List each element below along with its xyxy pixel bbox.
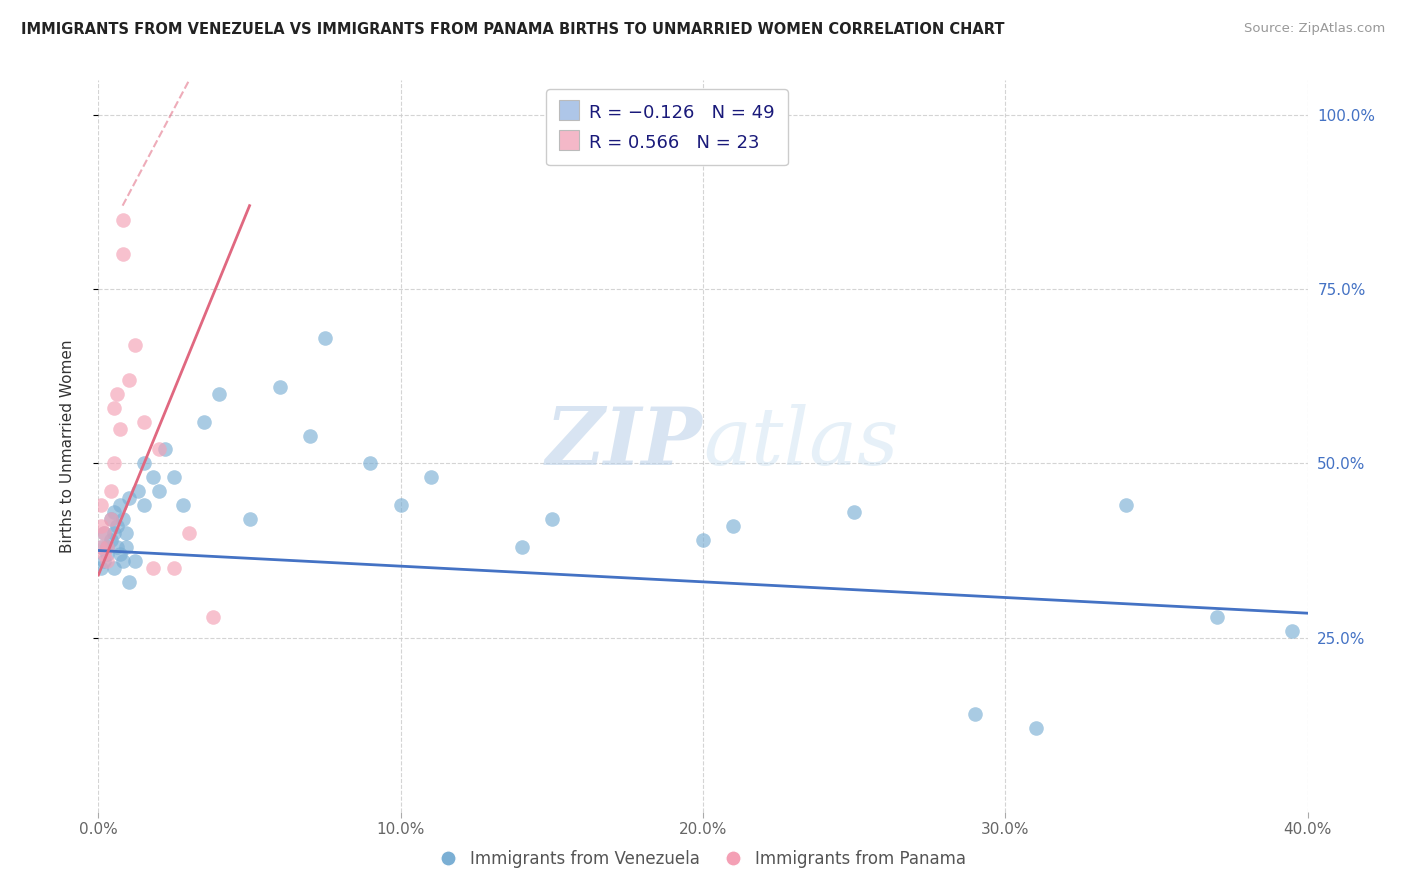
Point [100, 484, 122, 499]
Point [93, 526, 115, 541]
Point [111, 212, 134, 227]
Point [510, 540, 533, 554]
Point [132, 457, 155, 471]
Point [193, 415, 215, 429]
Point [118, 574, 141, 589]
Point [93, 554, 115, 568]
Point [90, 519, 112, 533]
Point [108, 421, 131, 435]
Legend: Immigrants from Venezuela, Immigrants from Panama: Immigrants from Venezuela, Immigrants fr… [433, 844, 973, 875]
Point [208, 386, 231, 401]
Point [127, 484, 149, 499]
Point [103, 457, 125, 471]
Y-axis label: Births to Unmarried Women: Births to Unmarried Women [60, 339, 75, 553]
Text: atlas: atlas [703, 403, 898, 481]
Point [163, 470, 186, 484]
Point [108, 547, 131, 561]
Point [118, 491, 141, 506]
Point [132, 498, 155, 512]
Point [420, 470, 443, 484]
Point [100, 512, 122, 526]
Point [105, 386, 128, 401]
Point [93, 547, 115, 561]
Point [965, 707, 987, 722]
Point [132, 415, 155, 429]
Text: ZIP: ZIP [546, 403, 703, 481]
Point [723, 519, 745, 533]
Point [111, 512, 134, 526]
Point [100, 512, 122, 526]
Point [90, 561, 112, 575]
Point [105, 540, 128, 554]
Point [692, 533, 714, 547]
Point [111, 554, 134, 568]
Point [153, 442, 176, 457]
Point [202, 609, 225, 624]
Point [96, 547, 118, 561]
Point [299, 428, 322, 442]
Text: IMMIGRANTS FROM VENEZUELA VS IMMIGRANTS FROM PANAMA BIRTHS TO UNMARRIED WOMEN CO: IMMIGRANTS FROM VENEZUELA VS IMMIGRANTS … [21, 22, 1005, 37]
Point [103, 505, 125, 519]
Point [148, 442, 170, 457]
Point [103, 401, 125, 415]
Point [96, 540, 118, 554]
Point [124, 554, 146, 568]
Point [142, 561, 165, 575]
Point [1024, 721, 1046, 735]
Point [90, 540, 112, 554]
Point [105, 519, 128, 533]
Point [172, 498, 194, 512]
Point [103, 526, 125, 541]
Point [1206, 609, 1229, 624]
Point [114, 526, 136, 541]
Point [1115, 498, 1137, 512]
Point [540, 512, 562, 526]
Point [389, 498, 412, 512]
Point [108, 498, 131, 512]
Point [844, 505, 866, 519]
Point [96, 540, 118, 554]
Text: Source: ZipAtlas.com: Source: ZipAtlas.com [1244, 22, 1385, 36]
Point [1281, 624, 1303, 638]
Point [103, 561, 125, 575]
Point [111, 247, 134, 261]
Point [269, 380, 291, 394]
Point [142, 470, 165, 484]
Point [114, 540, 136, 554]
Legend: R = −0.126   N = 49, R = 0.566   N = 23: R = −0.126 N = 49, R = 0.566 N = 23 [546, 89, 787, 165]
Point [360, 457, 382, 471]
Point [124, 338, 146, 352]
Point [179, 526, 201, 541]
Point [90, 540, 112, 554]
Point [118, 373, 141, 387]
Point [314, 331, 336, 345]
Point [100, 533, 122, 547]
Point [90, 498, 112, 512]
Point [148, 484, 170, 499]
Point [239, 512, 262, 526]
Point [93, 526, 115, 541]
Point [96, 554, 118, 568]
Point [163, 561, 186, 575]
